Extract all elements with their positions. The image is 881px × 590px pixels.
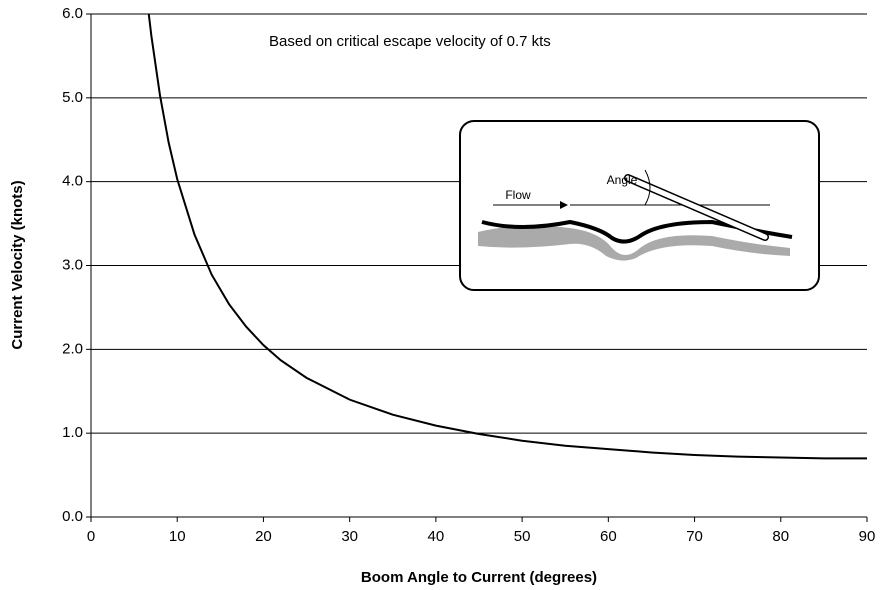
x-tick-label: 50 <box>514 528 531 545</box>
annotation: Based on critical escape velocity of 0.7… <box>269 33 551 50</box>
y-tick-label: 2.0 <box>62 340 83 357</box>
y-tick-label: 4.0 <box>62 173 83 190</box>
y-tick-label: 5.0 <box>62 89 83 106</box>
line-series <box>147 13 867 460</box>
x-tick-label: 20 <box>255 528 272 545</box>
y-tick-label: 0.0 <box>62 508 83 525</box>
x-tick-label: 90 <box>859 528 876 545</box>
water-boom-skirt <box>478 225 790 261</box>
inset-diagram: Flow Angle <box>459 120 820 291</box>
x-axis-title: Boom Angle to Current (degrees) <box>361 569 597 586</box>
flow-arrowhead <box>560 201 568 209</box>
y-tick-label: 3.0 <box>62 256 83 273</box>
x-tick-label: 0 <box>87 528 95 545</box>
x-tick-label: 10 <box>169 528 186 545</box>
x-tick-label: 40 <box>428 528 445 545</box>
x-tick-label: 70 <box>686 528 703 545</box>
y-axis-title: Current Velocity (knots) <box>9 180 26 349</box>
x-tick-label: 60 <box>600 528 617 545</box>
x-tick-label: 80 <box>772 528 789 545</box>
y-tick-label: 1.0 <box>62 424 83 441</box>
flow-label: Flow <box>505 188 531 202</box>
boom-surface <box>481 219 793 244</box>
boom <box>625 175 768 240</box>
x-tick-label: 30 <box>341 528 358 545</box>
angle-arc <box>644 169 651 206</box>
y-tick-label: 6.0 <box>62 5 83 22</box>
angle-label: Angle <box>607 173 638 187</box>
